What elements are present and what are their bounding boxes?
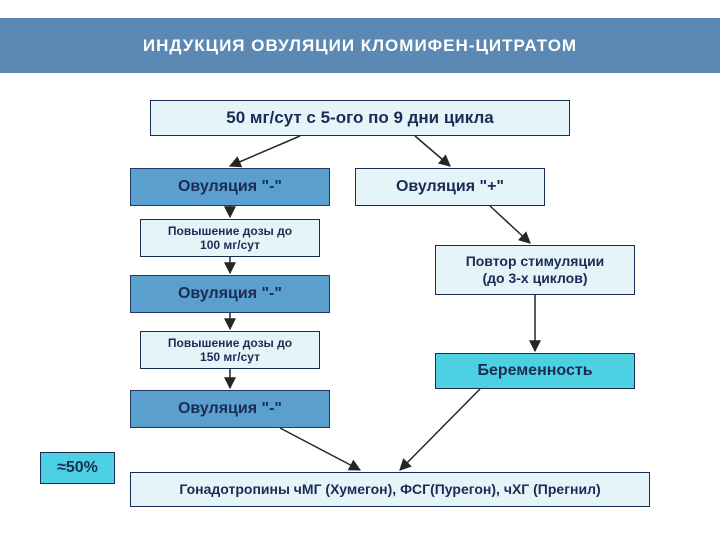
arrow-1 (415, 136, 450, 166)
arrow-0 (230, 136, 300, 166)
node-dose150: Повышение дозы до 150 мг/сут (140, 331, 320, 369)
node-percent: ≈50% (40, 452, 115, 484)
node-repeat: Повтор стимуляции (до 3-х циклов) (435, 245, 635, 295)
node-ovPos: Овуляция "+" (355, 168, 545, 206)
node-dose100: Повышение дозы до 100 мг/сут (140, 219, 320, 257)
slide-title: ИНДУКЦИЯ ОВУЛЯЦИИ КЛОМИФЕН-ЦИТРАТОМ (0, 18, 720, 73)
arrow-8 (280, 428, 360, 470)
node-dose50: 50 мг/сут с 5-ого по 9 дни цикла (150, 100, 570, 136)
node-gonado: Гонадотропины чМГ (Хумегон), ФСГ(Пурегон… (130, 472, 650, 507)
node-ovNeg2: Овуляция "-" (130, 275, 330, 313)
arrow-9 (400, 389, 480, 470)
arrow-6 (490, 206, 530, 243)
node-ovNeg3: Овуляция "-" (130, 390, 330, 428)
node-pregnancy: Беременность (435, 353, 635, 389)
slide-title-text: ИНДУКЦИЯ ОВУЛЯЦИИ КЛОМИФЕН-ЦИТРАТОМ (143, 36, 577, 56)
node-ovNeg1: Овуляция "-" (130, 168, 330, 206)
